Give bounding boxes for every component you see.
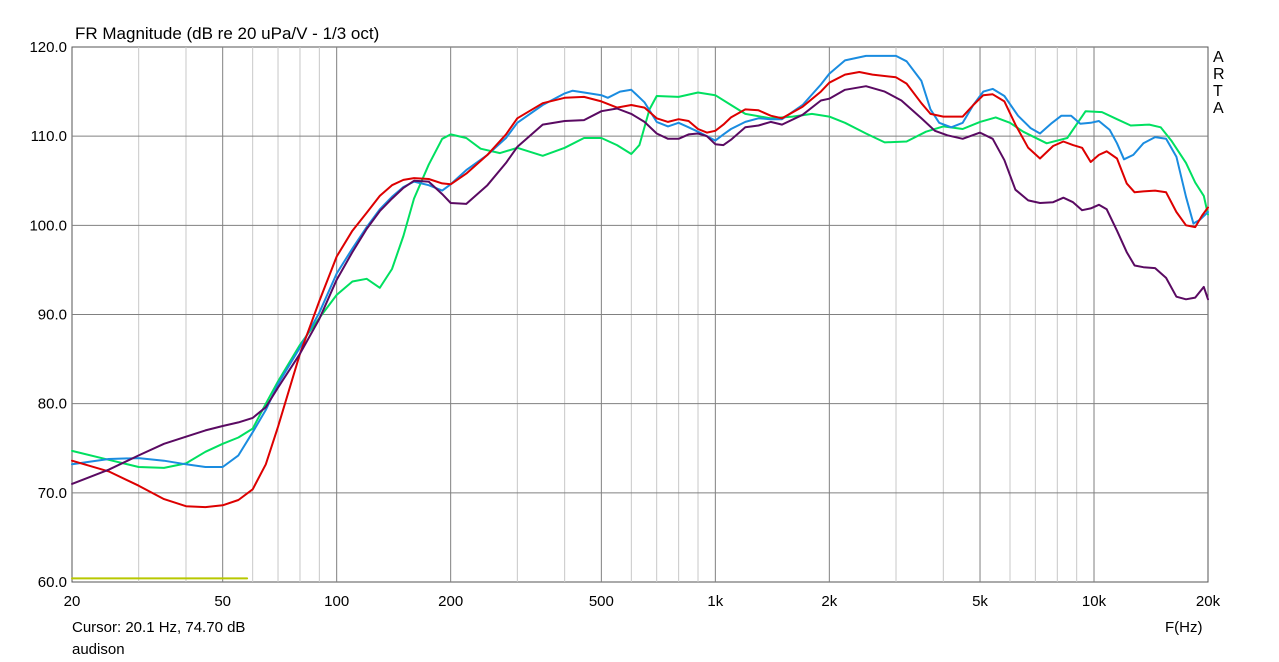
x-tick-label: 100 [324, 593, 349, 610]
watermark-letter: A [1213, 100, 1224, 117]
major-gridlines [72, 47, 1208, 582]
x-axis-tick-labels: 20 50 100 200 500 1k 2k 5k 10k 20k [64, 593, 1221, 610]
x-tick-label: 200 [438, 593, 463, 610]
x-axis-label: F(Hz) [1165, 619, 1203, 636]
watermark-letter: R [1213, 66, 1225, 83]
x-tick-label: 50 [214, 593, 231, 610]
series-line-3 [71, 71, 1209, 509]
series-line-4 [71, 85, 1209, 485]
watermark-letter: A [1213, 49, 1224, 66]
cursor-readout: Cursor: 20.1 Hz, 74.70 dB [72, 619, 245, 636]
measurement-name: audison [72, 641, 125, 658]
y-tick-label: 110.0 [31, 128, 67, 145]
x-tick-label: 1k [707, 593, 723, 610]
y-tick-label: 60.0 [38, 574, 67, 591]
x-tick-label: 20k [1196, 593, 1221, 610]
y-tick-label: 100.0 [29, 217, 67, 234]
y-tick-label: 90.0 [38, 307, 67, 324]
watermark-letter: T [1213, 83, 1223, 100]
series-line-2 [71, 54, 1209, 468]
x-tick-label: 20 [64, 593, 81, 610]
x-tick-label: 2k [821, 593, 837, 610]
y-tick-label: 120.0 [29, 39, 67, 56]
y-tick-label: 80.0 [38, 396, 67, 413]
y-tick-label: 70.0 [38, 485, 67, 502]
x-tick-label: 5k [972, 593, 988, 610]
x-tick-label: 500 [589, 593, 614, 610]
y-axis-tick-labels: 60.0 70.0 80.0 90.0 100.0 110.0 120.0 [29, 39, 67, 591]
x-tick-label: 10k [1082, 593, 1107, 610]
series-lines [71, 54, 1209, 580]
chart-title: FR Magnitude (dB re 20 uPa/V - 1/3 oct) [75, 24, 379, 43]
